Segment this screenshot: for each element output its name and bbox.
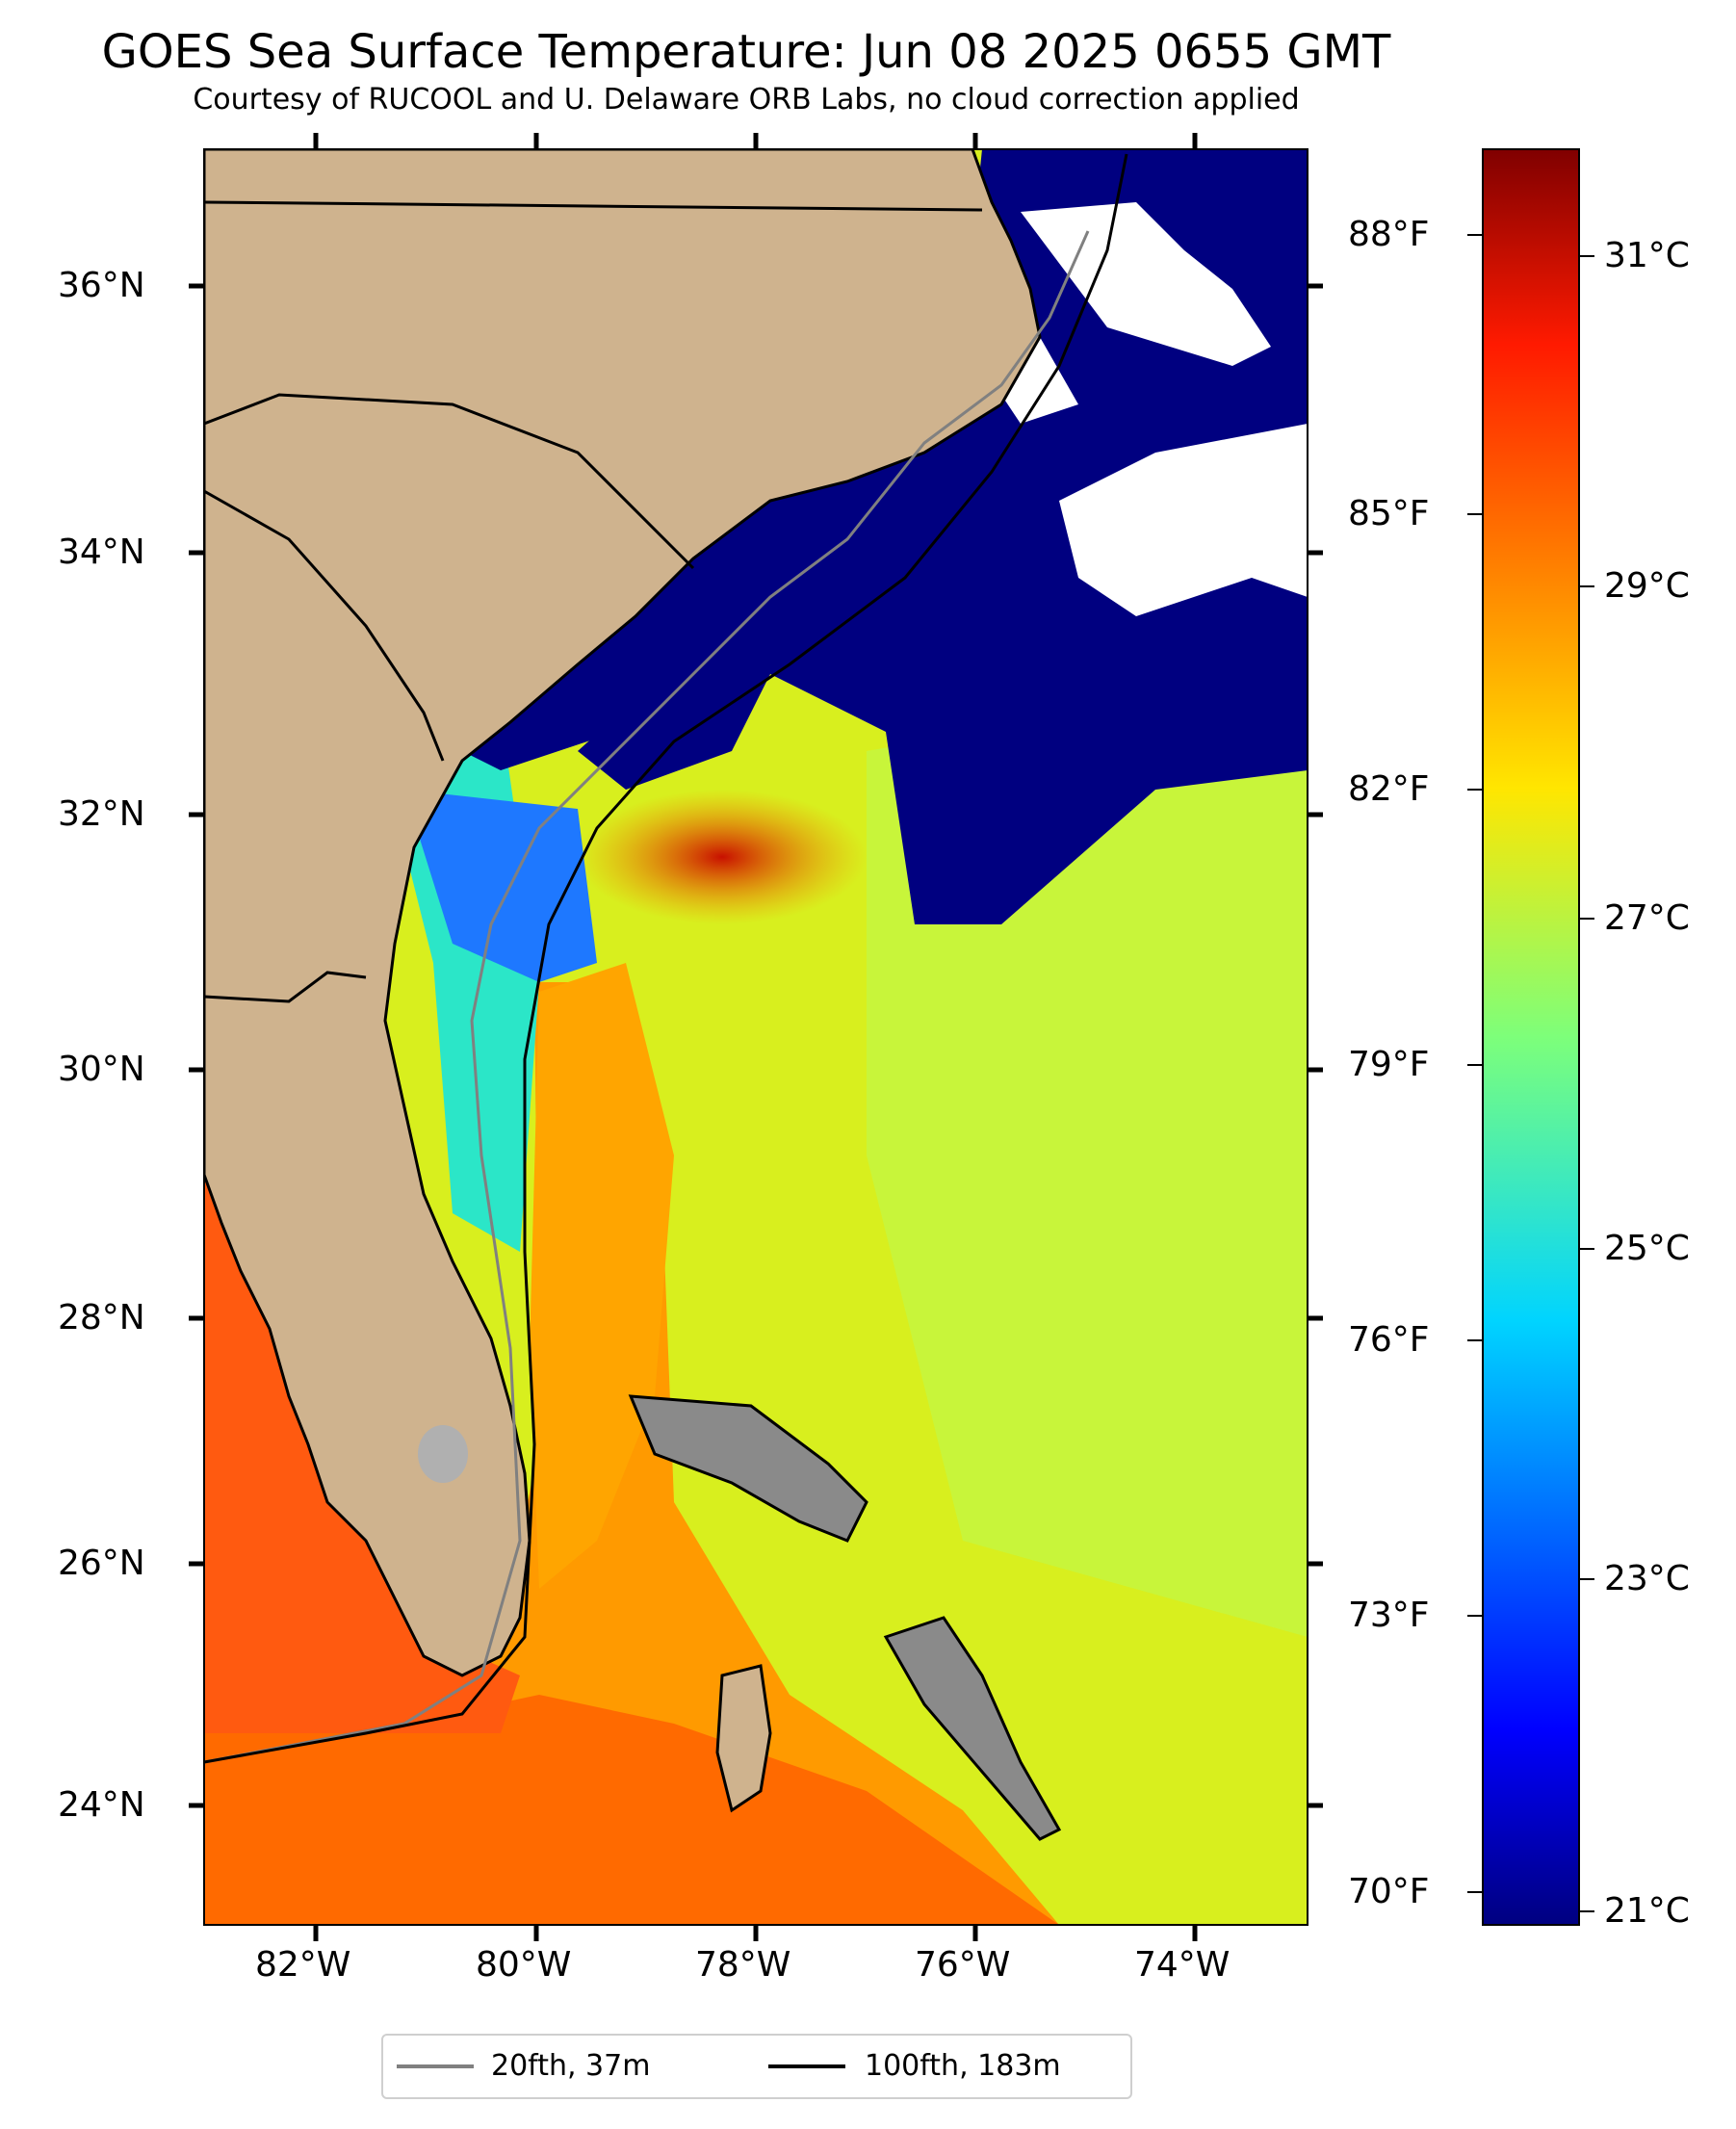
cold-water-north [462, 149, 1308, 924]
c-label-21: 21°C [1604, 1891, 1690, 1931]
hot-eddy [578, 790, 867, 924]
legend-label-100fth: 100fth, 183m [865, 2049, 1061, 2083]
f-label-73: 73°F [1348, 1596, 1430, 1635]
contour-legend: 20fth, 37m 100fth, 183m [381, 2034, 1132, 2099]
florida-straits-orange [530, 963, 674, 1589]
lake-okeechobee [418, 1425, 468, 1483]
contour-100fth [204, 153, 1128, 1764]
bahamas-grand [628, 1394, 868, 1543]
lat-label-28n: 28°N [58, 1298, 145, 1337]
cold-water-shelf [578, 636, 790, 790]
land-southeast-us [204, 149, 1042, 1677]
f-label-76: 76°F [1348, 1320, 1430, 1360]
cloud-patch-1 [1059, 424, 1308, 616]
state-border-ga-fl [204, 971, 367, 1003]
lon-label-74w: 74°W [1134, 1945, 1231, 1985]
bahamas-andros [715, 1664, 772, 1813]
f-label-70: 70°F [1348, 1872, 1430, 1911]
legend-line-100fth [768, 2064, 845, 2068]
f-label-85: 85°F [1348, 494, 1430, 533]
f-label-79: 79°F [1348, 1045, 1430, 1084]
lat-label-24n: 24°N [58, 1785, 145, 1825]
c-label-27: 27°C [1604, 898, 1690, 938]
c-label-31: 31°C [1604, 236, 1690, 275]
lat-label-36n: 36°N [58, 266, 145, 305]
south-warm-water [204, 1695, 1059, 1925]
lat-label-32n: 32°N [58, 794, 145, 834]
colorbar [1482, 148, 1580, 1926]
c-label-29: 29°C [1604, 566, 1690, 606]
state-border-va-nc [204, 200, 983, 212]
state-border-sc-ga [204, 489, 445, 762]
chart-subtitle: Courtesy of RUCOOL and U. Delaware ORB L… [193, 83, 1300, 117]
shelf-blue-water [404, 790, 597, 982]
legend-label-20fth: 20fth, 37m [491, 2049, 651, 2083]
c-label-25: 25°C [1604, 1229, 1690, 1268]
lon-label-82w: 82°W [255, 1945, 351, 1985]
chart-title: GOES Sea Surface Temperature: Jun 08 202… [101, 25, 1391, 79]
lat-label-26n: 26°N [58, 1544, 145, 1583]
f-label-88: 88°F [1348, 215, 1430, 254]
legend-line-20fth [397, 2064, 474, 2068]
state-border-nc-sc [204, 393, 695, 570]
lat-label-34n: 34°N [58, 532, 145, 572]
bahamas-eleuthera [883, 1616, 1062, 1841]
lon-label-80w: 80°W [476, 1945, 572, 1985]
lat-label-30n: 30°N [58, 1050, 145, 1089]
f-label-82: 82°F [1348, 769, 1430, 809]
lon-label-76w: 76°W [915, 1945, 1011, 1985]
c-label-23: 23°C [1604, 1559, 1690, 1598]
contour-20fth [204, 230, 1090, 1764]
lon-label-78w: 78°W [695, 1945, 791, 1985]
